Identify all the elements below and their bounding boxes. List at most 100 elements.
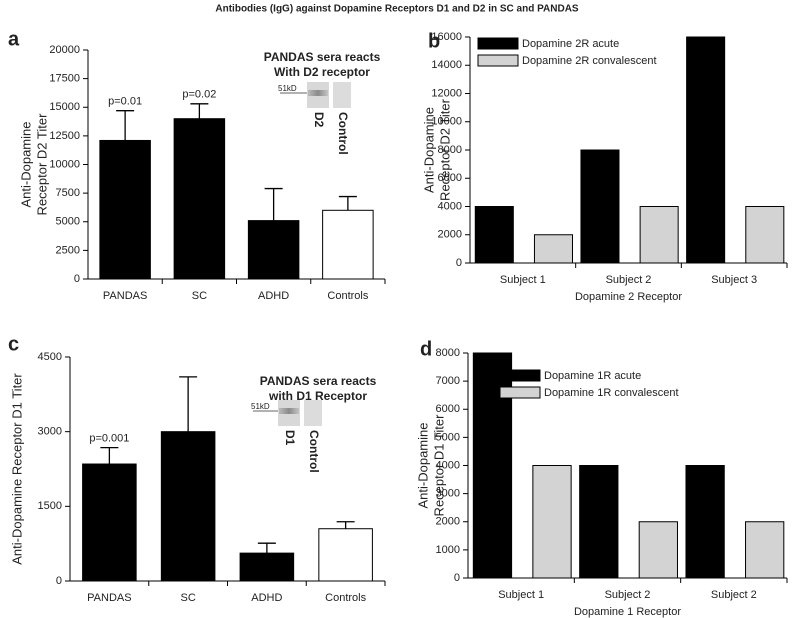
y-tick-label: 2000: [436, 516, 460, 528]
legend-swatch: [477, 54, 519, 67]
blot-band: [308, 90, 328, 96]
y-tick-label: 0: [456, 257, 462, 269]
bar: [474, 206, 514, 264]
x-tick-label: PANDAS: [103, 290, 147, 302]
legend-label: Dopamine 1R acute: [544, 370, 641, 382]
bar: [99, 139, 151, 280]
y-tick-label: 0: [56, 575, 62, 587]
legend-swatch: [477, 37, 519, 50]
bar: [82, 463, 137, 582]
x-tick-label: SC: [180, 592, 195, 604]
panel-label: b: [428, 30, 440, 52]
panel-label: a: [8, 28, 20, 50]
bar: [160, 431, 216, 582]
bar: [322, 209, 374, 280]
y-tick-label: 2500: [56, 244, 80, 256]
y-tick-label: 3000: [38, 426, 62, 438]
bar: [686, 36, 726, 264]
y-tick-label: 4500: [38, 351, 62, 363]
y-tick-label: 0: [74, 273, 80, 285]
blot-marker: 51kD: [278, 84, 297, 93]
y-tick-label: 5000: [436, 431, 460, 443]
y-tick-label: 14000: [431, 59, 462, 71]
bar: [638, 521, 678, 579]
x-axis-label: Dopamine 1 Receptor: [574, 606, 681, 618]
x-tick-label: Subject 2: [711, 589, 757, 601]
x-tick-label: PANDAS: [87, 592, 131, 604]
legend-swatch: [499, 369, 541, 382]
blot-lane-label: D1: [283, 430, 297, 446]
figure-title: Antibodies (IgG) against Dopamine Recept…: [215, 4, 579, 15]
y-tick-label: 0: [454, 572, 460, 584]
legend-label: Dopamine 2R acute: [522, 38, 619, 50]
bar: [685, 465, 725, 579]
bar: [745, 206, 785, 264]
blot-lane: [333, 82, 351, 108]
blot-lane: [304, 400, 322, 426]
y-tick-label: 8000: [436, 347, 460, 359]
panel-label: c: [8, 333, 19, 355]
y-axis-label: Anti-Dopamine: [421, 107, 436, 193]
inset-title: with D1 Receptor: [268, 389, 367, 403]
bar: [173, 118, 226, 280]
x-tick-label: Controls: [325, 592, 366, 604]
bar: [639, 206, 679, 264]
y-axis-label: Receptor D2 Titer: [34, 113, 49, 216]
y-tick-label: 2000: [438, 229, 462, 241]
y-tick-label: 6000: [438, 172, 462, 184]
x-tick-label: ADHD: [251, 592, 282, 604]
y-axis-label: Anti-Dopamine: [18, 122, 33, 208]
legend-swatch: [499, 386, 541, 399]
y-tick-label: 10000: [431, 116, 462, 128]
blot-lane-label: Control: [336, 112, 350, 155]
y-tick-label: 8000: [438, 144, 462, 156]
panel-label: d: [420, 338, 432, 360]
y-tick-label: 10000: [49, 158, 80, 170]
bar: [318, 528, 373, 582]
inset-title: With D2 receptor: [274, 65, 370, 79]
blot-lane-label: D2: [312, 112, 326, 128]
blot-band: [279, 408, 299, 414]
y-tick-label: 4000: [438, 200, 462, 212]
x-tick-label: Subject 1: [500, 274, 546, 286]
y-axis-label: Receptor D1 Titer: [431, 414, 446, 517]
blot-marker: 51kD: [251, 402, 270, 411]
x-axis-label: Dopamine 2 Receptor: [575, 291, 682, 303]
y-tick-label: 7000: [436, 375, 460, 387]
bar: [239, 552, 295, 582]
legend-label: Dopamine 1R convalescent: [544, 387, 679, 399]
x-tick-label: Subject 2: [606, 274, 652, 286]
inset-title: PANDAS sera reacts: [260, 374, 377, 388]
y-tick-label: 12000: [431, 87, 462, 99]
y-tick-label: 17500: [49, 73, 80, 85]
bar: [745, 521, 785, 579]
y-axis-label: Anti-Dopamine Receptor D1 Titer: [9, 373, 24, 565]
annotation: p=0.01: [108, 96, 142, 108]
bar: [532, 465, 572, 579]
bar: [579, 465, 619, 579]
y-axis-label: Anti-Dopamine: [415, 423, 430, 509]
x-tick-label: Controls: [327, 290, 368, 302]
y-tick-label: 6000: [436, 403, 460, 415]
y-tick-label: 1500: [38, 500, 62, 512]
x-tick-label: SC: [192, 290, 207, 302]
bar: [580, 149, 620, 264]
y-tick-label: 15000: [49, 101, 80, 113]
annotation: p=0.02: [182, 89, 216, 101]
y-tick-label: 7500: [56, 187, 80, 199]
blot-lane-label: Control: [307, 430, 321, 473]
y-tick-label: 5000: [56, 216, 80, 228]
x-tick-label: ADHD: [258, 290, 289, 302]
y-tick-label: 3000: [436, 488, 460, 500]
legend-label: Dopamine 2R convalescent: [522, 55, 657, 67]
y-tick-label: 1000: [436, 544, 460, 556]
x-tick-label: Subject 2: [605, 589, 651, 601]
annotation: p=0.001: [89, 433, 129, 445]
y-tick-label: 20000: [49, 44, 80, 56]
y-tick-label: 12500: [49, 130, 80, 142]
x-tick-label: Subject 1: [498, 589, 544, 601]
bar: [247, 220, 300, 280]
y-tick-label: 4000: [436, 459, 460, 471]
x-tick-label: Subject 3: [711, 274, 757, 286]
